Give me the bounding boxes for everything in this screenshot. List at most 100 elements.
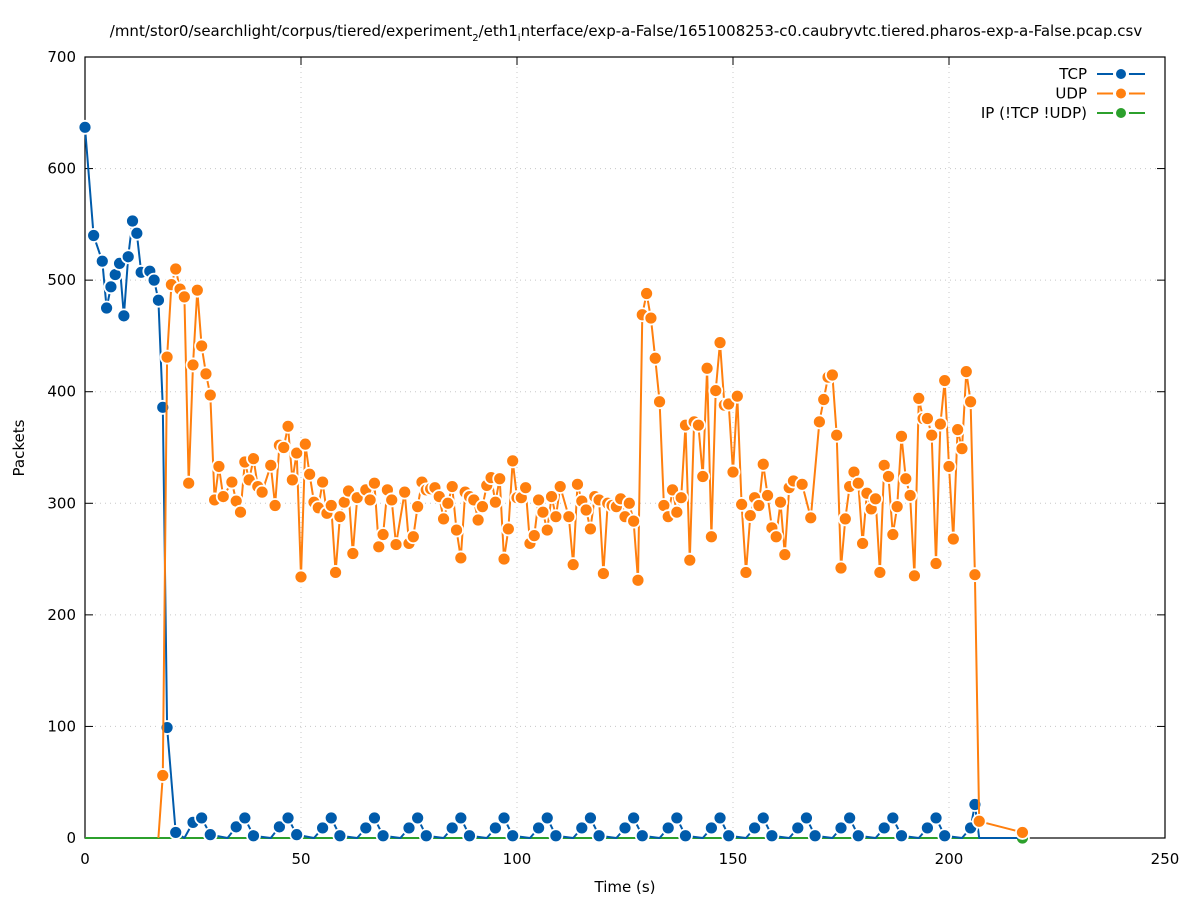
data-point-tcp: [271, 819, 287, 835]
data-point-udp: [570, 476, 585, 492]
data-point-udp: [682, 552, 698, 568]
data-point-tcp: [548, 828, 564, 844]
data-point-udp: [691, 417, 706, 433]
data-point-tcp: [721, 828, 737, 844]
data-point-tcp: [539, 810, 555, 826]
data-point-udp: [833, 560, 849, 576]
data-point-udp: [967, 567, 983, 583]
data-point-udp: [911, 391, 927, 406]
data-point-tcp: [99, 300, 114, 316]
data-point-tcp: [332, 828, 348, 844]
data-point-udp: [561, 509, 577, 525]
data-point-udp: [544, 489, 559, 504]
data-point-tcp: [678, 828, 693, 844]
data-point-udp: [695, 469, 711, 484]
data-point-tcp: [634, 828, 650, 844]
x-tick-label: 150: [719, 850, 748, 868]
chart-title: /mnt/stor0/searchlight/corpus/tiered/exp…: [110, 22, 1143, 44]
data-point-udp: [768, 529, 784, 545]
data-point-udp: [626, 513, 642, 529]
plot-area: [77, 119, 1030, 846]
data-point-udp: [276, 440, 292, 455]
legend-item-ip: IP (!TCP !UDP): [981, 104, 1145, 122]
data-point-udp: [699, 360, 715, 376]
series-udp: [155, 261, 1030, 840]
data-point-udp: [375, 527, 391, 542]
data-point-tcp: [246, 828, 261, 844]
data-point-tcp: [375, 828, 391, 844]
data-point-udp: [1015, 825, 1030, 840]
data-point-udp: [440, 495, 456, 511]
data-point-udp: [630, 572, 646, 588]
data-point-udp: [945, 531, 961, 547]
data-point-udp: [526, 528, 542, 544]
data-point-udp: [233, 504, 248, 520]
data-point-udp: [449, 522, 464, 538]
data-point-tcp: [704, 820, 719, 836]
legend-marker: [1113, 66, 1129, 82]
x-axis-label: Time (s): [594, 878, 656, 896]
data-point-udp: [881, 469, 896, 484]
data-point-udp: [824, 367, 840, 383]
data-point-udp: [410, 499, 426, 515]
data-point-udp: [475, 499, 490, 515]
data-point-udp: [293, 569, 309, 585]
legend-label: UDP: [1055, 85, 1087, 103]
data-point-udp: [971, 813, 987, 829]
data-point-udp: [812, 414, 827, 430]
data-point-udp: [254, 484, 270, 500]
data-point-tcp: [842, 810, 858, 826]
data-point-udp: [734, 497, 750, 512]
data-point-tcp: [444, 820, 460, 836]
data-point-udp: [198, 366, 214, 382]
legend-label: TCP: [1058, 65, 1087, 83]
data-point-udp: [289, 445, 305, 461]
data-point-udp: [924, 427, 940, 443]
data-point-udp: [315, 474, 331, 490]
y-tick-label: 500: [47, 271, 76, 289]
data-point-udp: [837, 511, 853, 527]
data-point-udp: [889, 499, 905, 515]
data-point-udp: [803, 510, 819, 526]
data-point-udp: [583, 521, 598, 537]
data-point-udp: [444, 479, 460, 494]
data-point-tcp: [937, 828, 953, 844]
data-point-udp: [246, 451, 261, 467]
x-tick-label: 200: [935, 850, 964, 868]
data-point-udp: [596, 566, 611, 581]
data-point-udp: [159, 349, 175, 365]
data-point-udp: [621, 495, 637, 511]
data-point-tcp: [487, 820, 503, 836]
data-point-udp: [535, 504, 551, 520]
data-point-tcp: [755, 810, 771, 826]
data-point-tcp: [505, 828, 521, 844]
data-point-tcp: [280, 810, 296, 826]
data-point-udp: [224, 474, 240, 490]
data-point-udp: [958, 364, 974, 380]
y-tick-label: 700: [47, 48, 76, 66]
data-point-udp: [280, 418, 296, 434]
y-tick-label: 400: [47, 383, 76, 401]
data-point-udp: [496, 551, 512, 567]
data-point-tcp: [876, 820, 892, 836]
data-point-udp: [397, 484, 413, 500]
data-point-udp: [937, 373, 953, 388]
data-point-udp: [751, 498, 767, 513]
series-tcp: [77, 119, 1023, 844]
grid: [85, 57, 1165, 838]
data-point-tcp: [315, 820, 331, 836]
x-tick-label: 0: [80, 850, 90, 868]
y-tick-label: 0: [66, 829, 76, 847]
data-point-udp: [729, 388, 745, 404]
data-point-tcp: [194, 810, 210, 826]
data-point-udp: [176, 289, 192, 305]
data-point-udp: [189, 282, 205, 298]
data-point-udp: [816, 392, 832, 407]
data-point-udp: [539, 522, 555, 538]
data-point-udp: [885, 527, 901, 542]
data-point-tcp: [591, 828, 607, 844]
data-point-udp: [639, 286, 654, 301]
data-point-tcp: [367, 810, 382, 826]
data-point-udp: [371, 539, 387, 555]
